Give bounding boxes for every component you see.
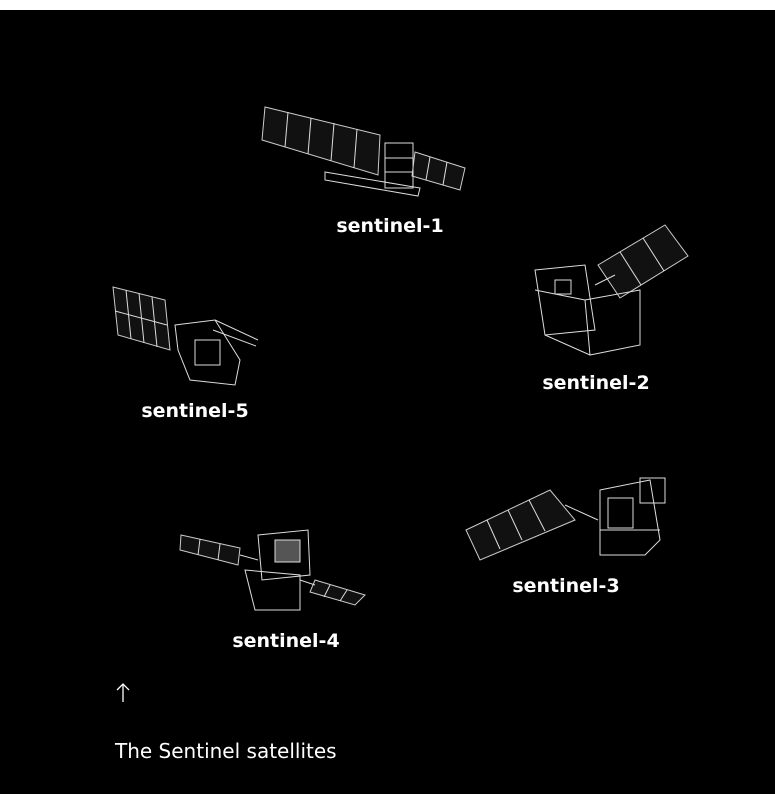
satellite-label: sentinel-4 — [232, 630, 339, 652]
satellite-1 — [261, 106, 466, 197]
satellite-3 — [465, 477, 666, 561]
caption: The Sentinel satellites — [115, 739, 337, 763]
satellite-5 — [112, 286, 259, 386]
satellite-label: sentinel-1 — [336, 215, 443, 237]
arrow-up-icon[interactable] — [116, 683, 130, 702]
satellite-4 — [179, 529, 366, 611]
satellite-2 — [534, 224, 689, 356]
satellite-label: sentinel-5 — [141, 400, 248, 422]
satellite-label: sentinel-2 — [542, 372, 649, 394]
image-frame — [0, 10, 775, 794]
satellite-label: sentinel-3 — [512, 575, 619, 597]
